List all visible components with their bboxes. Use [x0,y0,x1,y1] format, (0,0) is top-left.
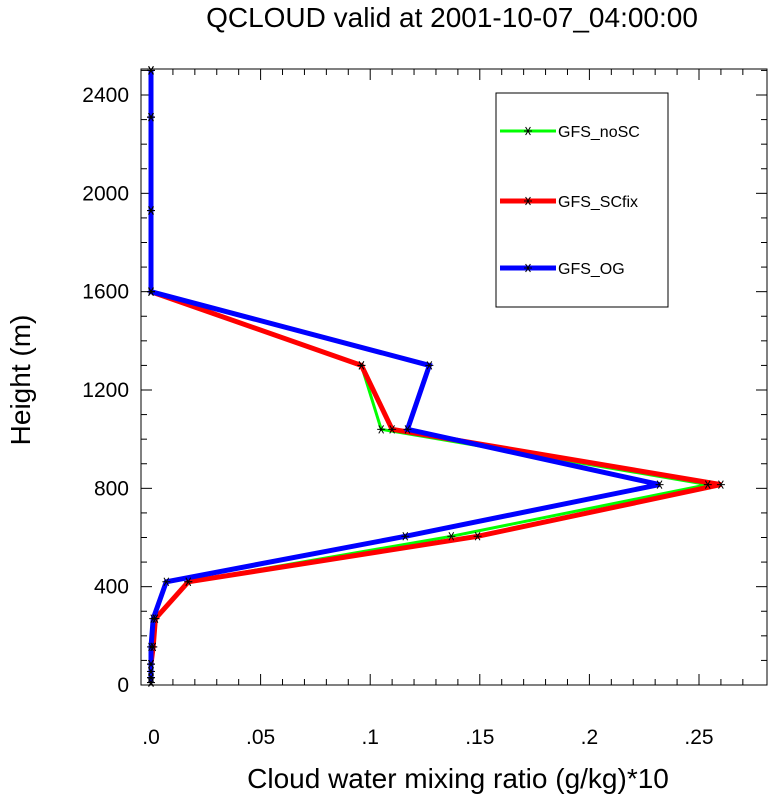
legend-marker [524,126,532,136]
data-point-marker [147,287,155,296]
legend-label: GFS_OG [558,261,625,278]
data-point-marker [377,425,386,434]
y-axis-title: Height (m) [5,315,36,446]
x-tick-label: .2 [581,726,599,749]
chart-title: QCLOUD valid at 2001-10-07_04:00:00 [206,2,698,33]
legend-label: GFS_SCfix [558,194,638,211]
x-tick-label: .05 [246,726,275,749]
data-point-marker [147,66,155,75]
data-point-marker [147,206,155,215]
data-point-marker [703,480,712,489]
y-tick-label: 2400 [82,84,129,107]
data-point-marker [147,667,155,676]
plot-frame [140,68,768,686]
data-point-marker [401,532,410,541]
data-point-marker [655,480,664,489]
data-point-marker [425,361,434,370]
y-tick-label: 1600 [82,281,129,304]
y-tick-label: 2000 [82,182,129,205]
y-tick-label: 400 [94,576,129,599]
data-point-marker [162,577,171,587]
legend: GFS_noSC GFS_SCfix GFS_OG [495,92,669,308]
data-point-marker [473,532,482,541]
data-point-marker [357,361,366,370]
series-layer [147,66,725,687]
data-point-marker [147,642,155,652]
x-tick-label: .15 [465,726,494,749]
data-point-marker [147,112,155,122]
x-tick-label: .1 [361,726,379,749]
y-tick-label: 0 [117,674,129,697]
legend-label: GFS_noSC [558,124,640,141]
x-axis-title: Cloud water mixing ratio (g/kg)*10 [247,763,669,794]
y-tick-label: 800 [94,477,129,500]
data-point-marker [147,659,155,669]
data-point-marker [388,425,397,434]
data-point-marker [149,614,158,623]
data-point-marker [403,425,412,434]
x-tick-label: .25 [684,726,713,749]
x-tick-label: .0 [142,726,160,749]
data-point-marker [184,577,193,587]
data-point-marker [716,480,725,489]
y-axis-ticks: 0 400 800 1200 1600 2000 2400 [82,69,767,697]
legend-marker [524,196,532,206]
legend-marker [524,263,532,273]
data-point-marker [447,532,456,541]
x-axis-ticks: .0 .05 .1 .15 .2 .25 [142,69,744,749]
y-tick-label: 1200 [82,379,129,402]
